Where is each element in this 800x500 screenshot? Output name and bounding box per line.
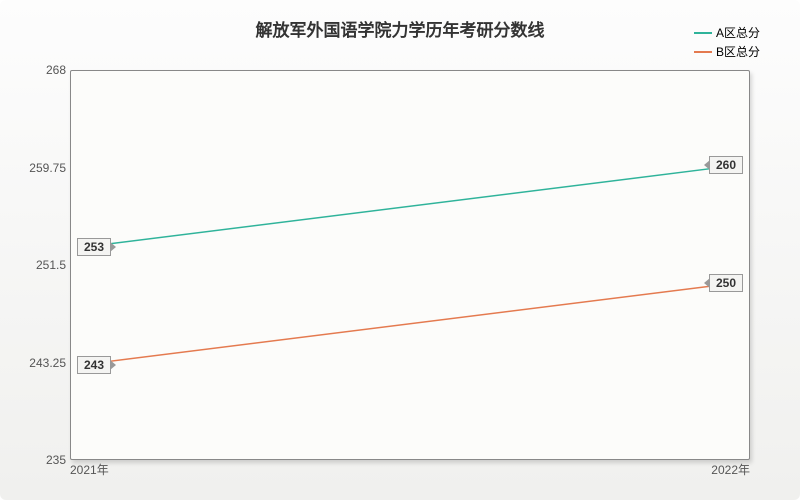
y-tick-label: 235	[24, 453, 66, 467]
x-label-1: 2022年	[711, 461, 750, 478]
legend-label-b: B区总分	[716, 43, 760, 60]
legend: A区总分 B区总分	[694, 24, 760, 62]
y-tick-label: 268	[24, 63, 66, 77]
series-line-a	[81, 165, 739, 247]
legend-item-a: A区总分	[694, 24, 760, 41]
callout-a-right: 260	[709, 156, 743, 174]
legend-item-b: B区总分	[694, 43, 760, 60]
chart-lines	[71, 71, 749, 459]
chart-container: 解放军外国语学院力学历年考研分数线 A区总分 B区总分 253 260 243 …	[0, 0, 800, 500]
plot-area: 253 260 243 250	[70, 70, 750, 460]
callout-a-left: 253	[77, 238, 111, 256]
x-label-0: 2021年	[70, 461, 109, 478]
y-tick-label: 243.25	[24, 356, 66, 370]
callout-b-right: 250	[709, 274, 743, 292]
legend-swatch-a	[694, 32, 712, 34]
legend-label-a: A区总分	[716, 24, 760, 41]
legend-swatch-b	[694, 51, 712, 53]
series-line-b	[81, 283, 739, 365]
callout-b-left: 243	[77, 356, 111, 374]
y-tick-label: 251.5	[24, 258, 66, 272]
y-tick-label: 259.75	[24, 161, 66, 175]
chart-title: 解放军外国语学院力学历年考研分数线	[0, 16, 800, 41]
